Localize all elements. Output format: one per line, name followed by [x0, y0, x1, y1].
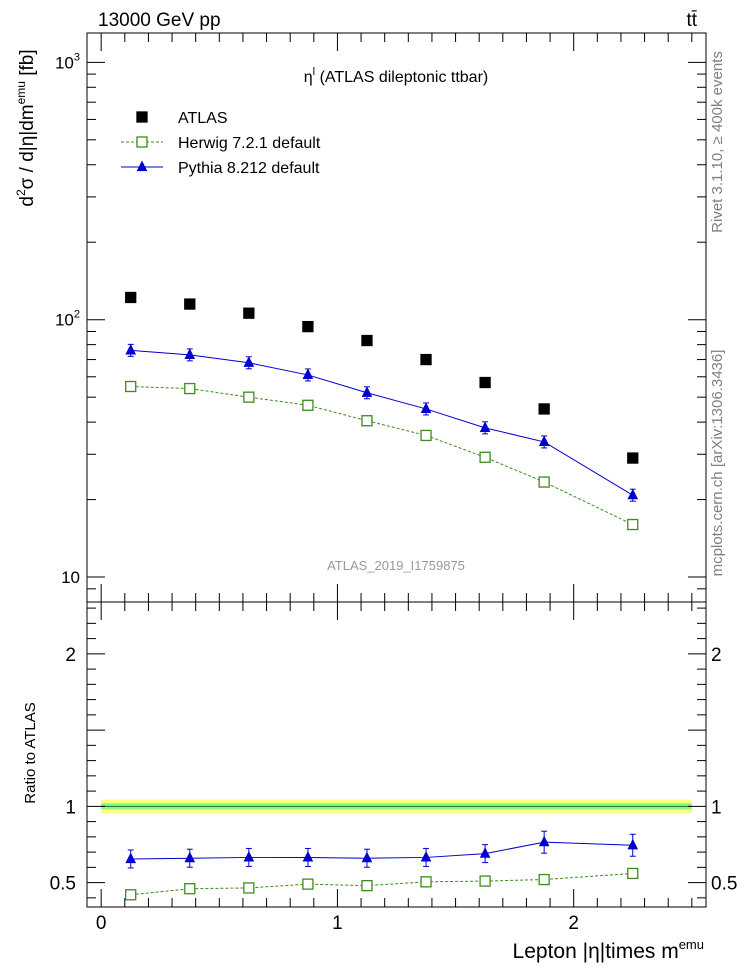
herwig-point: [627, 518, 639, 531]
x-tick-label: 2: [568, 913, 579, 934]
rivet-label: Rivet 3.1.10, ≥ 400k events: [709, 51, 726, 233]
ratio-panel: 0.5 0.5 1 1 2 2 0 1 2 Ratio to ATLAS Lepton |η|t…: [22, 601, 737, 963]
ratio-y-tick-label-right: 2: [711, 645, 722, 666]
ratio-y-tick-label-left: 1: [65, 797, 76, 818]
ratio-pythia-point: [479, 847, 491, 858]
x-tick-label: 0: [96, 913, 107, 934]
herwig-point: [479, 451, 491, 463]
pythia-point: [243, 356, 255, 367]
ratio-pythia-point: [184, 851, 196, 863]
herwig-point: [302, 399, 314, 411]
mcplots-label: mcplots.cern.ch [arXiv:1306.3436]: [709, 350, 726, 577]
herwig-point: [538, 476, 550, 488]
ratio-y-tick-label-left: 2: [65, 645, 76, 666]
ratio-herwig-point: [479, 875, 491, 887]
herwig-point: [420, 429, 432, 442]
ratio-y-tick-label-right: 0.5: [711, 874, 737, 895]
atlas-point: [125, 291, 137, 304]
ratio-pythia-point: [627, 838, 639, 850]
pythia-point: [538, 435, 550, 447]
pythia-point: [302, 368, 314, 380]
ratio-herwig-point: [538, 873, 550, 886]
ratio-herwig-point: [243, 882, 255, 894]
atlas-point: [627, 452, 639, 464]
main-panel: 10 102 103 ηl (ATLAS dileptonic ttbar) d2σ…: [14, 32, 707, 603]
process-label: tt̄: [686, 10, 697, 31]
atlas-point: [420, 353, 432, 366]
ratio-herwig-point: [361, 880, 373, 892]
atlas-point: [361, 334, 373, 347]
pythia-point: [184, 348, 196, 359]
legend: ATLAS Herwig 7.2.1 default Pythia 8.212 de…: [121, 110, 321, 177]
legend-herwig-marker: [136, 136, 148, 148]
atlas-point: [243, 307, 255, 319]
ratio-pythia-point: [361, 851, 373, 863]
ratio-pythia-line: [130, 841, 633, 860]
ratio-herwig-point: [184, 883, 196, 895]
herwig-point: [243, 391, 255, 403]
ratio-pythia-point: [125, 852, 137, 864]
ratio-pythia-point: [420, 850, 432, 862]
pythia-line: [130, 349, 634, 496]
herwig-line: [130, 386, 633, 525]
ratio-y-axis-label: Ratio to ATLAS: [22, 702, 39, 803]
ratio-y-tick-label-right: 1: [711, 797, 722, 818]
legend-herwig-label: Herwig 7.2.1 default: [178, 135, 321, 152]
pythia-point: [125, 343, 137, 355]
x-tick-label: 1: [332, 913, 343, 934]
main-y-axis-label: d2σ / d|η|dmemu [fb]: [14, 49, 38, 206]
atlas-point: [184, 298, 196, 310]
ratio-axis-ticks: 0.5 0.5 1 1 2 2 0 1 2: [50, 602, 737, 934]
legend-atlas-label: ATLAS: [178, 110, 228, 127]
chart-title: ηl (ATLAS dileptonic ttbar): [304, 66, 488, 86]
herwig-point: [125, 380, 137, 393]
ratio-series-layer: [125, 830, 639, 901]
ratio-y-tick-label-left: 0.5: [50, 874, 76, 895]
analysis-watermark: ATLAS_2019_I1759875: [327, 558, 465, 573]
x-axis-label: Lepton |η|times memu: [513, 937, 704, 963]
main-y-tick-label: 103: [55, 51, 80, 72]
ratio-frame: [86, 601, 707, 908]
pythia-point: [479, 421, 491, 432]
atlas-point: [479, 376, 491, 389]
ratio-herwig-point: [627, 867, 639, 880]
main-axis-ticks: 10 102 103: [55, 33, 706, 603]
ratio-herwig-point: [420, 876, 432, 888]
ratio-pythia-point: [302, 850, 314, 862]
ratio-pythia-point: [538, 835, 550, 847]
main-y-tick-label: 10: [61, 568, 80, 587]
legend-pythia-marker: [136, 160, 148, 172]
pythia-point: [627, 488, 639, 500]
herwig-point: [361, 415, 373, 427]
atlas-point: [538, 403, 550, 415]
ratio-herwig-point: [125, 889, 137, 901]
ratio-uncertainty-band: [101, 799, 692, 814]
main-y-tick-label: 102: [55, 309, 80, 330]
legend-atlas-marker: [136, 111, 148, 123]
ratio-herwig-line: [130, 872, 633, 896]
ratio-pythia-point: [243, 850, 255, 862]
main-series-layer: [125, 291, 639, 531]
pythia-point: [361, 386, 373, 397]
ratio-herwig-point: [302, 878, 314, 890]
legend-pythia-label: Pythia 8.212 default: [178, 160, 320, 177]
pythia-point: [420, 402, 432, 414]
herwig-point: [184, 382, 196, 395]
energy-label: 13000 GeV pp: [98, 10, 221, 31]
atlas-point: [302, 320, 314, 333]
